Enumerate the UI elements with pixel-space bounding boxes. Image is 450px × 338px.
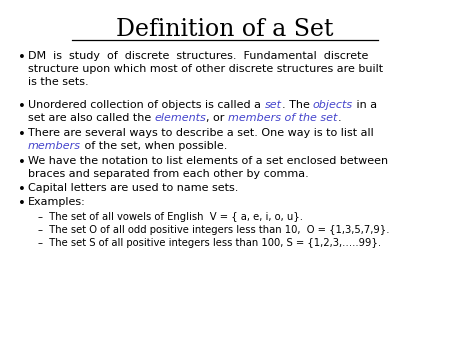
Text: .: . [338,113,342,123]
Text: Examples:: Examples: [28,197,86,207]
Text: •: • [18,197,26,210]
Text: We have the notation to list elements of a set enclosed between
braces and separ: We have the notation to list elements of… [28,156,388,179]
Text: DM  is  study  of  discrete  structures.  Fundamental  discrete
structure upon w: DM is study of discrete structures. Fund… [28,51,383,88]
Text: •: • [18,128,26,141]
Text: –  The set S of all positive integers less than 100, S = {1,2,3,…..99}.: – The set S of all positive integers les… [38,238,381,248]
Text: members: members [28,141,81,151]
Text: Definition of a Set: Definition of a Set [116,18,334,41]
Text: There are several ways to describe a set. One way is to list all: There are several ways to describe a set… [28,128,377,138]
Text: •: • [18,51,26,64]
Text: Unordered collection of objects is called a: Unordered collection of objects is calle… [28,100,265,110]
Text: •: • [18,183,26,196]
Text: objects: objects [313,100,353,110]
Text: set are also called the: set are also called the [28,113,155,123]
Text: . The: . The [282,100,313,110]
Text: •: • [18,100,26,113]
Text: –  The set of all vowels of English  V = { a, e, i, o, u}.: – The set of all vowels of English V = {… [38,212,303,222]
Text: elements: elements [155,113,207,123]
Text: members of the set: members of the set [228,113,338,123]
Text: Capital letters are used to name sets.: Capital letters are used to name sets. [28,183,239,193]
Text: •: • [18,156,26,169]
Text: in a: in a [353,100,377,110]
Text: , or: , or [207,113,228,123]
Text: of the set, when possible.: of the set, when possible. [81,141,227,151]
Text: set: set [265,100,282,110]
Text: –  The set O of all odd positive integers less than 10,  O = {1,3,5,7,9}.: – The set O of all odd positive integers… [38,225,390,235]
